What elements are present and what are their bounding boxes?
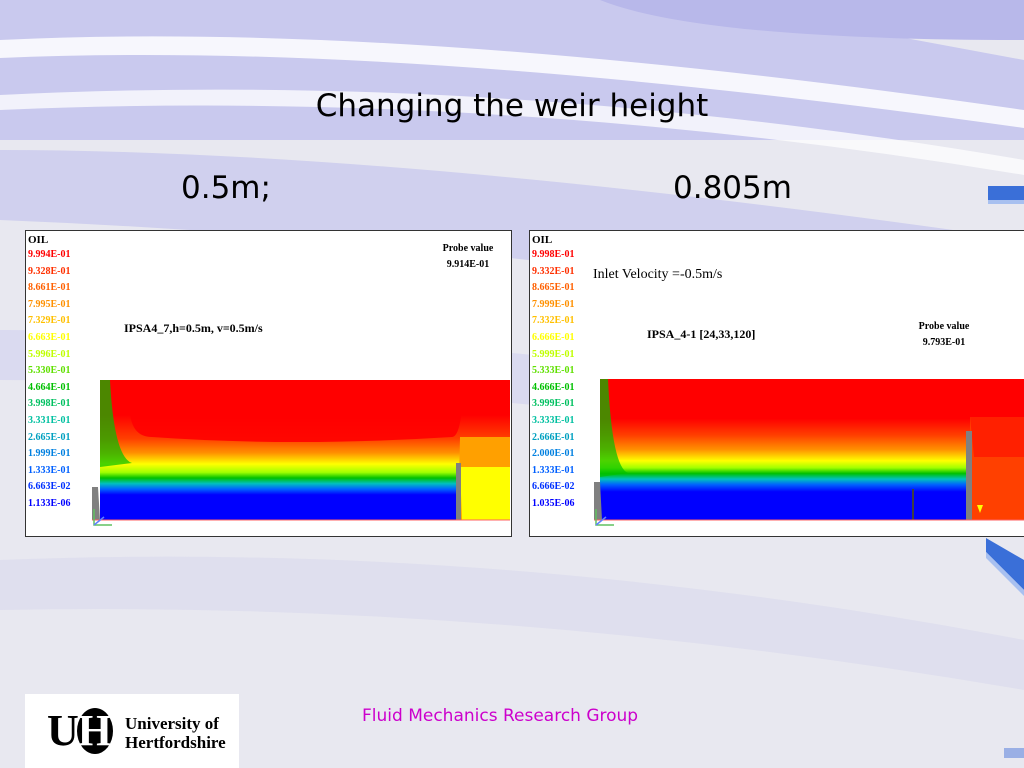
legend-entry: 5.996E-01	[28, 348, 71, 360]
run-caption: IPSA4_7,h=0.5m, v=0.5m/s	[124, 321, 263, 335]
legend-entry: 6.663E-02	[28, 481, 71, 493]
legend-entry: 7.999E-01	[532, 298, 575, 310]
legend-entry: 9.998E-01	[532, 249, 575, 260]
color-legend: OIL 9.994E-01 9.328E-01 8.661E-01 7.995E-01…	[28, 233, 71, 513]
oil-fraction-contour-plot	[594, 379, 1024, 521]
panel-label-right: 0.805m	[673, 170, 792, 206]
legend-entry: 6.666E-01	[532, 331, 575, 343]
panel-label-left: 0.5m;	[181, 170, 271, 206]
legend-title: OIL	[532, 234, 553, 246]
inlet-red-tongue	[102, 380, 464, 442]
inlet-plume	[100, 380, 132, 467]
legend-entry: 1.999E-01	[28, 448, 71, 460]
legend-entry: 1.333E-01	[532, 464, 575, 476]
probe-value: 9.914E-01	[446, 259, 490, 270]
inlet-red-tongue	[604, 379, 968, 417]
uh-monogram: UH	[47, 708, 113, 754]
legend-entry: 7.995E-01	[28, 298, 71, 310]
legend-entry: 3.333E-01	[532, 414, 575, 426]
legend-entry: 9.994E-01	[28, 249, 71, 260]
probe-marker	[912, 489, 914, 520]
simulation-panel-right: OIL 9.998E-01 9.332E-01 8.665E-01 7.999E-01…	[529, 230, 1024, 537]
legend-title: OIL	[28, 234, 49, 246]
legend-entry: 4.666E-01	[532, 381, 575, 393]
legend-entry: 2.000E-01	[532, 448, 575, 460]
legend-entry: 9.332E-01	[532, 265, 575, 277]
simulation-panel-left: OIL 9.994E-01 9.328E-01 8.661E-01 7.995E-01…	[25, 230, 512, 537]
inlet-plume	[600, 379, 628, 477]
probe-box: Probe value 9.793E-01	[904, 319, 984, 351]
weir	[966, 431, 972, 520]
axis-triad-icon	[595, 509, 614, 526]
legend-entry: 5.333E-01	[532, 365, 575, 377]
weir-zone-red	[970, 417, 1024, 457]
probe-value: 9.793E-01	[922, 337, 966, 348]
legend-entry: 9.328E-01	[28, 265, 71, 277]
legend-entries: 9.994E-01 9.328E-01 8.661E-01 7.995E-01 7.32…	[28, 247, 71, 513]
legend-entry: 7.332E-01	[532, 315, 575, 327]
legend-entry: 4.664E-01	[28, 381, 71, 393]
legend-entry: 5.999E-01	[532, 348, 575, 360]
footer-group-name: Fluid Mechanics Research Group	[362, 706, 639, 726]
legend-entry: 3.998E-01	[28, 398, 71, 410]
legend-entry: 2.666E-01	[532, 431, 575, 443]
logo-h: H	[76, 706, 113, 755]
legend-entry: 8.661E-01	[28, 282, 71, 294]
logo-line-2: Hertfordshire	[125, 733, 226, 752]
university-logo: UH University of Hertfordshire	[25, 694, 239, 768]
legend-entry: 5.330E-01	[28, 365, 71, 377]
probe-box: Probe value 9.914E-01	[428, 241, 508, 273]
legend-entry: 1.035E-06	[532, 497, 575, 509]
probe-label: Probe value	[918, 321, 970, 332]
color-legend: OIL 9.998E-01 9.332E-01 8.665E-01 7.999E-01…	[532, 233, 575, 513]
run-caption: IPSA_4-1 [24,33,120]	[647, 327, 756, 341]
axis-triad-icon	[93, 509, 112, 526]
slide-title: Changing the weir height	[315, 88, 709, 124]
outlet-marker	[977, 505, 983, 513]
legend-entry: 3.331E-01	[28, 414, 71, 426]
logo-line-1: University of	[125, 714, 219, 733]
legend-entry: 1.133E-06	[28, 497, 71, 509]
oil-fraction-contour-plot	[92, 380, 510, 521]
legend-entry: 1.333E-01	[28, 464, 71, 476]
logo-university-name: University of Hertfordshire	[125, 714, 226, 752]
inlet-velocity-text: Inlet Velocity =-0.5m/s	[593, 267, 723, 282]
weir-zone-yellow	[460, 467, 510, 520]
legend-entry: 8.665E-01	[532, 282, 575, 294]
legend-entries: 9.998E-01 9.332E-01 8.665E-01 7.999E-01 7.33…	[532, 247, 575, 513]
legend-entry: 6.666E-02	[532, 481, 575, 493]
probe-label: Probe value	[442, 243, 494, 254]
logo-u: U	[47, 706, 79, 755]
legend-entry: 3.999E-01	[532, 398, 575, 410]
legend-entry: 6.663E-01	[28, 331, 71, 343]
legend-entry: 7.329E-01	[28, 315, 71, 327]
legend-entry: 2.665E-01	[28, 431, 71, 443]
weir	[456, 463, 461, 520]
